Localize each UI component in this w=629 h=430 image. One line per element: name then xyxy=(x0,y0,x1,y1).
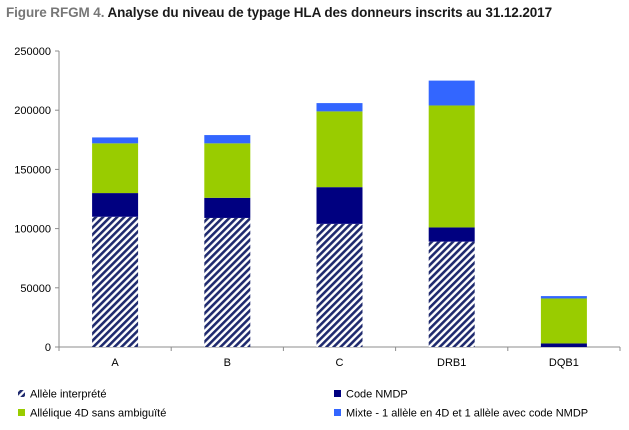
bar-segment-c-series-2 xyxy=(316,111,363,188)
legend-swatch xyxy=(18,390,25,397)
legend-label: Allèle interprété xyxy=(30,389,106,401)
chart-title-main: Analyse du niveau de typage HLA des donn… xyxy=(107,5,553,20)
x-category-label: B xyxy=(224,357,231,369)
legend-label: Code NMDP xyxy=(346,389,408,401)
chart-title-prefix: Figure RFGM 4. xyxy=(6,5,105,20)
bar-segment-b-series-1 xyxy=(204,197,251,218)
y-tick-label: 0 xyxy=(45,342,51,354)
bar-segment-dqb1-series-1 xyxy=(540,343,587,347)
bar-segment-a-series-1 xyxy=(92,193,139,217)
bar-segment-b-series-0 xyxy=(204,217,251,347)
bar-segment-b-series-2 xyxy=(204,143,251,198)
bar-segment-c-series-3 xyxy=(316,103,363,112)
bar-segment-c-series-1 xyxy=(316,187,363,224)
y-tick-label: 200000 xyxy=(14,105,51,117)
axes: 0 50000 100000 150000 200000 250000 A B C DRB1 DQB… xyxy=(14,46,621,369)
bars xyxy=(92,80,587,347)
bar-segment-dqb1-series-3 xyxy=(540,296,587,299)
bar-segment-dqb1-series-2 xyxy=(540,298,587,344)
bar-segment-a-series-0 xyxy=(92,216,139,347)
y-tick-label: 150000 xyxy=(14,164,51,176)
y-tick-label: 50000 xyxy=(20,283,51,295)
bar-segment-a-series-2 xyxy=(92,143,139,194)
bar-segment-drb1-series-1 xyxy=(428,227,475,242)
x-category-label: DQB1 xyxy=(549,357,579,369)
chart-title: Figure RFGM 4. Analyse du niveau de typa… xyxy=(6,5,552,20)
x-category-label: DRB1 xyxy=(437,357,466,369)
y-tick-label: 250000 xyxy=(14,46,51,58)
x-category-label: C xyxy=(336,357,344,369)
x-category-label: A xyxy=(111,357,119,369)
bar-segment-drb1-series-2 xyxy=(428,105,475,228)
legend-label: Mixte - 1 allèle en 4D et 1 allèle avec … xyxy=(346,408,588,420)
legend: Allèle interprété Code NMDP Allélique 4D s… xyxy=(18,389,588,420)
y-tick-label: 100000 xyxy=(14,224,51,236)
legend-swatch xyxy=(334,409,341,416)
bar-segment-a-series-3 xyxy=(92,137,139,144)
bar-segment-drb1-series-3 xyxy=(428,80,475,106)
bar-segment-b-series-3 xyxy=(204,135,251,144)
legend-swatch xyxy=(18,409,25,416)
bar-segment-drb1-series-0 xyxy=(428,241,475,347)
bar-segment-c-series-0 xyxy=(316,223,363,347)
legend-label: Allélique 4D sans ambiguïté xyxy=(30,408,166,420)
legend-swatch xyxy=(334,390,341,397)
